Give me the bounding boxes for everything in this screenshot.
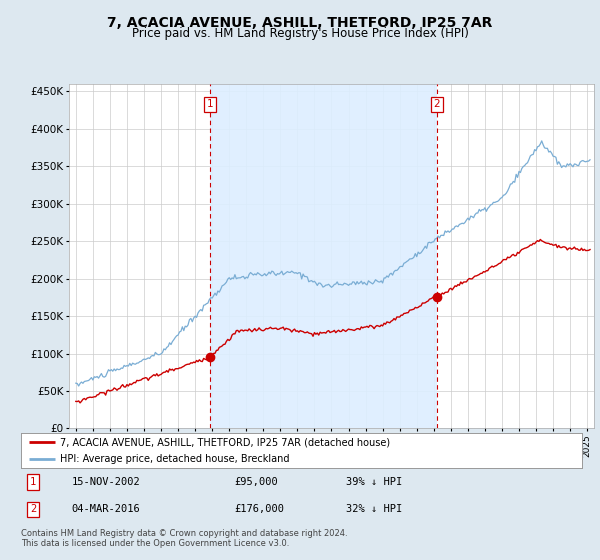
- Text: 15-NOV-2002: 15-NOV-2002: [71, 477, 140, 487]
- Text: 7, ACACIA AVENUE, ASHILL, THETFORD, IP25 7AR: 7, ACACIA AVENUE, ASHILL, THETFORD, IP25…: [107, 16, 493, 30]
- Text: 1: 1: [30, 477, 37, 487]
- Text: £176,000: £176,000: [234, 505, 284, 515]
- Text: £95,000: £95,000: [234, 477, 278, 487]
- Text: 2: 2: [433, 100, 440, 110]
- Text: HPI: Average price, detached house, Breckland: HPI: Average price, detached house, Brec…: [60, 454, 290, 464]
- Text: 7, ACACIA AVENUE, ASHILL, THETFORD, IP25 7AR (detached house): 7, ACACIA AVENUE, ASHILL, THETFORD, IP25…: [60, 437, 391, 447]
- Bar: [210, 84, 437, 428]
- Text: Price paid vs. HM Land Registry's House Price Index (HPI): Price paid vs. HM Land Registry's House …: [131, 27, 469, 40]
- Text: 39% ↓ HPI: 39% ↓ HPI: [346, 477, 403, 487]
- Text: This data is licensed under the Open Government Licence v3.0.: This data is licensed under the Open Gov…: [21, 539, 289, 548]
- Text: 1: 1: [207, 100, 214, 110]
- Text: 32% ↓ HPI: 32% ↓ HPI: [346, 505, 403, 515]
- Text: 04-MAR-2016: 04-MAR-2016: [71, 505, 140, 515]
- Text: 2: 2: [30, 505, 37, 515]
- Text: Contains HM Land Registry data © Crown copyright and database right 2024.: Contains HM Land Registry data © Crown c…: [21, 529, 347, 538]
